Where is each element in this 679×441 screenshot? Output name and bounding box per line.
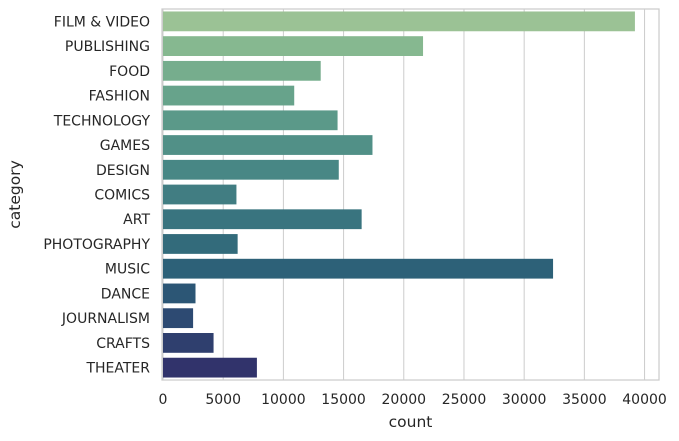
y-tick-label: DESIGN <box>96 163 150 179</box>
bar <box>163 184 237 205</box>
y-axis-title: category <box>6 160 24 229</box>
y-tick-label: THEATER <box>85 361 150 377</box>
bar <box>163 36 424 56</box>
x-tick-label: 0 <box>159 392 168 408</box>
y-tick-label: FASHION <box>89 89 150 105</box>
y-tick-label: TECHNOLOGY <box>53 113 151 129</box>
y-tick-label: COMICS <box>94 188 150 204</box>
bar <box>163 11 635 32</box>
bars <box>163 11 635 378</box>
bar <box>163 135 373 155</box>
y-tick-label: ART <box>123 212 150 228</box>
bar <box>163 85 295 106</box>
bar <box>163 110 338 131</box>
bar <box>163 60 321 81</box>
bar <box>163 234 238 254</box>
y-tick-label: PHOTOGRAPHY <box>43 237 150 253</box>
bar <box>163 333 214 353</box>
x-tick-label: 5000 <box>205 392 241 408</box>
bar <box>163 357 257 378</box>
plot-frame <box>161 8 660 381</box>
y-tick-labels: FILM & VIDEO PUBLISHING FOOD FASHION TECHNOL… <box>43 14 150 376</box>
x-tick-label: 40000 <box>622 392 667 408</box>
y-tick-label: MUSIC <box>105 262 150 278</box>
y-tick-label: GAMES <box>100 138 150 154</box>
y-tick-label: FILM & VIDEO <box>54 14 150 30</box>
x-tick-label: 30000 <box>502 392 547 408</box>
y-tick-label: CRAFTS <box>96 336 150 352</box>
x-tick-label: 35000 <box>562 392 607 408</box>
x-tick-label: 10000 <box>261 392 306 408</box>
y-tick-label: PUBLISHING <box>65 39 150 55</box>
x-tick-labels: 0 5000 10000 15000 20000 25000 30000 35000 40000 <box>159 392 667 408</box>
x-tick-label: 20000 <box>382 392 427 408</box>
y-tick-label: FOOD <box>109 64 150 80</box>
x-tick-label: 25000 <box>442 392 487 408</box>
y-tick-label: DANCE <box>101 286 150 302</box>
bar <box>163 209 362 230</box>
x-axis-title: count <box>389 413 433 431</box>
bar <box>163 283 196 304</box>
bar <box>163 159 339 180</box>
y-tick-label: JOURNALISM <box>61 311 150 327</box>
bar <box>163 258 554 279</box>
x-tick-label: 15000 <box>321 392 366 408</box>
bar <box>163 308 194 329</box>
